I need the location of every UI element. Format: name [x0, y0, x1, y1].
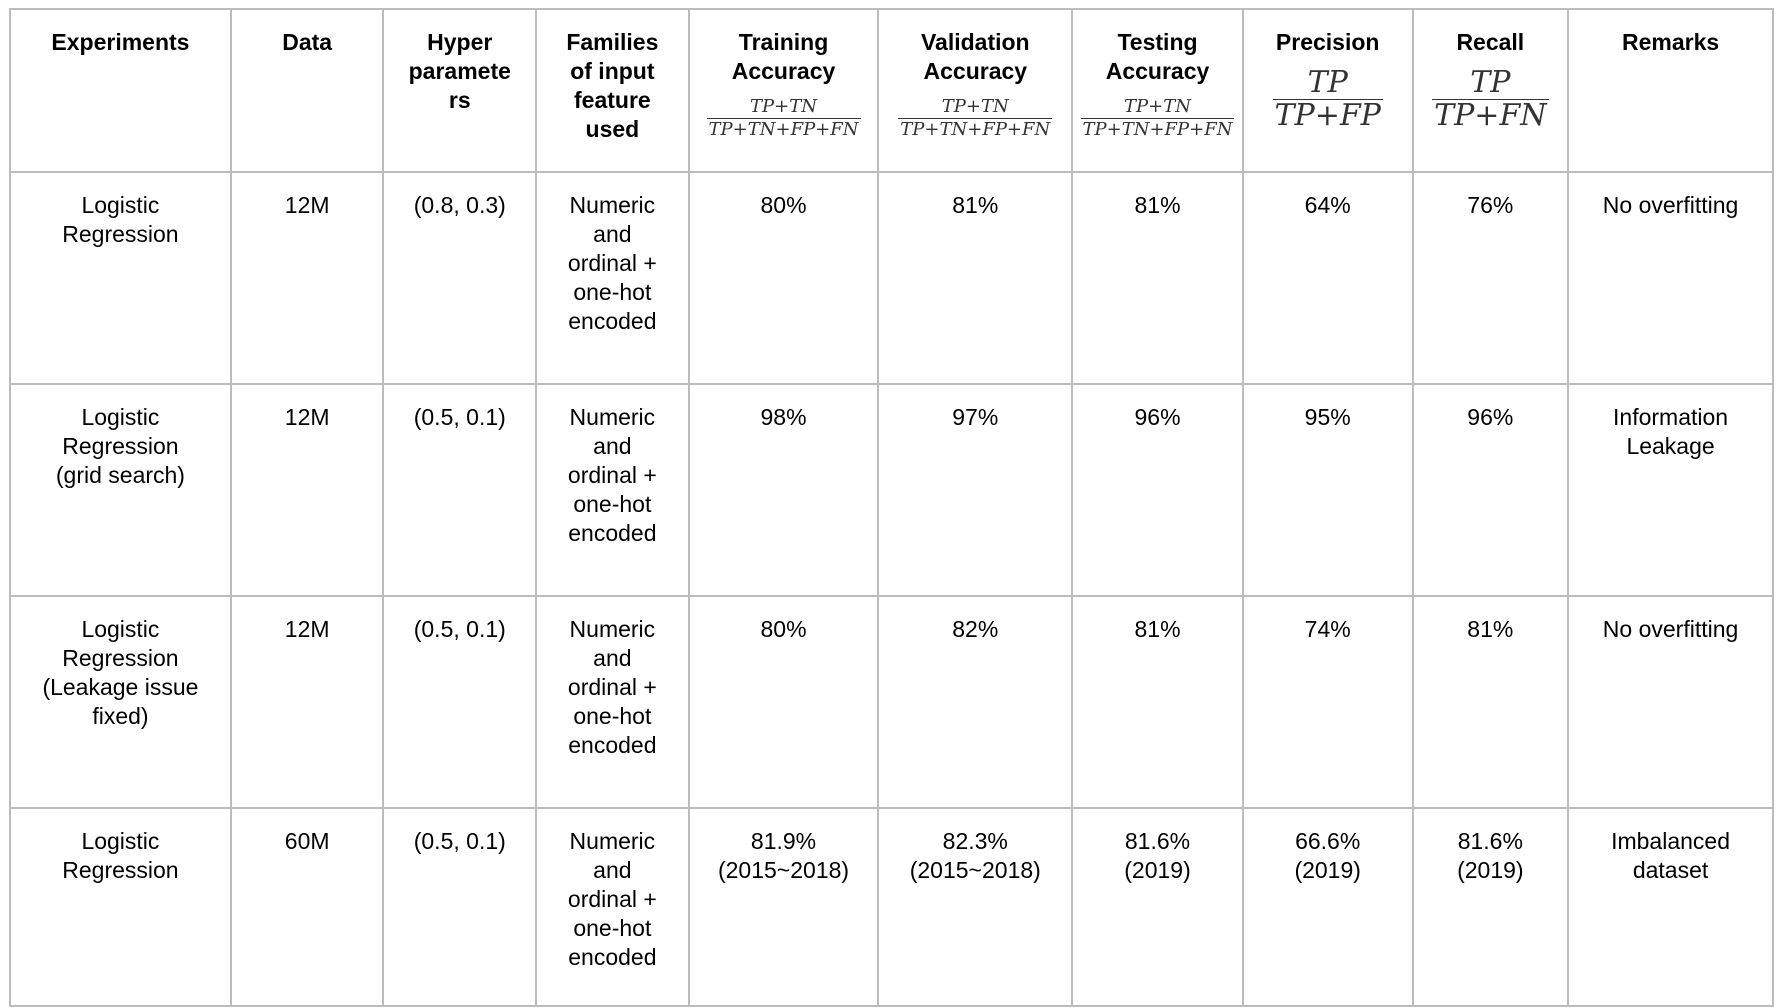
- cell-experiment: Logistic Regression (grid search): [9, 383, 232, 597]
- cell-remarks: Imbalanced dataset: [1567, 807, 1774, 1007]
- recall-formula: TP TP+FN: [1432, 65, 1549, 133]
- header-validation-accuracy: Validation Accuracy TP+TN TP+TN+FP+FN: [877, 8, 1074, 173]
- header-hyperparameters: Hyper paramete rs: [382, 8, 538, 173]
- cell-validation-accuracy: 81%: [877, 171, 1074, 385]
- cell-hyperparameters: (0.5, 0.1): [382, 807, 538, 1007]
- cell-data: 12M: [229, 171, 385, 385]
- cell-families: Numeric and ordinal + one-hot encoded: [535, 383, 690, 597]
- table-row: Logistic Regression 60M (0.5, 0.1) Numer…: [9, 807, 1774, 1007]
- cell-data: 12M: [229, 595, 385, 809]
- cell-testing-accuracy: 96%: [1071, 383, 1244, 597]
- header-testing-accuracy: Testing Accuracy TP+TN TP+TN+FP+FN: [1071, 8, 1244, 173]
- cell-precision: 64%: [1241, 171, 1414, 385]
- table-row: Logistic Regression 12M (0.8, 0.3) Numer…: [9, 171, 1774, 385]
- cell-remarks: No overfitting: [1567, 171, 1774, 385]
- cell-families: Numeric and ordinal + one-hot encoded: [535, 171, 690, 385]
- cell-training-accuracy: 80%: [687, 595, 880, 809]
- precision-formula: TP TP+FP: [1272, 65, 1383, 133]
- cell-validation-accuracy: 82.3% (2015~2018): [877, 807, 1074, 1007]
- cell-testing-accuracy: 81%: [1071, 171, 1244, 385]
- cell-training-accuracy: 80%: [687, 171, 880, 385]
- table-row: Logistic Regression (grid search) 12M (0…: [9, 383, 1774, 597]
- cell-families: Numeric and ordinal + one-hot encoded: [535, 595, 690, 809]
- cell-recall: 76%: [1411, 171, 1570, 385]
- cell-recall: 81.6% (2019): [1411, 807, 1570, 1007]
- header-training-accuracy: Training Accuracy TP+TN TP+TN+FP+FN: [687, 8, 880, 173]
- cell-training-accuracy: 98%: [687, 383, 880, 597]
- cell-data: 12M: [229, 383, 385, 597]
- cell-experiment: Logistic Regression: [9, 807, 232, 1007]
- header-families: Families of input feature used: [535, 8, 690, 173]
- cell-precision: 74%: [1241, 595, 1414, 809]
- cell-experiment: Logistic Regression: [9, 171, 232, 385]
- results-table: Experiments Data Hyper paramete rs Famil…: [9, 8, 1774, 1007]
- cell-hyperparameters: (0.5, 0.1): [382, 383, 538, 597]
- cell-experiment: Logistic Regression (Leakage issue fixed…: [9, 595, 232, 809]
- cell-recall: 81%: [1411, 595, 1570, 809]
- cell-validation-accuracy: 82%: [877, 595, 1074, 809]
- cell-hyperparameters: (0.5, 0.1): [382, 595, 538, 809]
- cell-remarks: No overfitting: [1567, 595, 1774, 809]
- cell-families: Numeric and ordinal + one-hot encoded: [535, 807, 690, 1007]
- cell-testing-accuracy: 81.6% (2019): [1071, 807, 1244, 1007]
- accuracy-formula: TP+TN TP+TN+FP+FN: [1080, 96, 1235, 140]
- header-experiments: Experiments: [9, 8, 232, 173]
- accuracy-formula: TP+TN TP+TN+FP+FN: [898, 96, 1053, 140]
- table-header-row: Experiments Data Hyper paramete rs Famil…: [9, 8, 1774, 173]
- cell-recall: 96%: [1411, 383, 1570, 597]
- cell-precision: 66.6% (2019): [1241, 807, 1414, 1007]
- cell-data: 60M: [229, 807, 385, 1007]
- header-recall: Recall TP TP+FN: [1411, 8, 1570, 173]
- accuracy-formula: TP+TN TP+TN+FP+FN: [706, 96, 861, 140]
- cell-training-accuracy: 81.9% (2015~2018): [687, 807, 880, 1007]
- cell-remarks: Information Leakage: [1567, 383, 1774, 597]
- header-remarks: Remarks: [1567, 8, 1774, 173]
- cell-validation-accuracy: 97%: [877, 383, 1074, 597]
- cell-hyperparameters: (0.8, 0.3): [382, 171, 538, 385]
- table-row: Logistic Regression (Leakage issue fixed…: [9, 595, 1774, 809]
- cell-precision: 95%: [1241, 383, 1414, 597]
- cell-testing-accuracy: 81%: [1071, 595, 1244, 809]
- header-data: Data: [229, 8, 385, 173]
- header-precision: Precision TP TP+FP: [1241, 8, 1414, 173]
